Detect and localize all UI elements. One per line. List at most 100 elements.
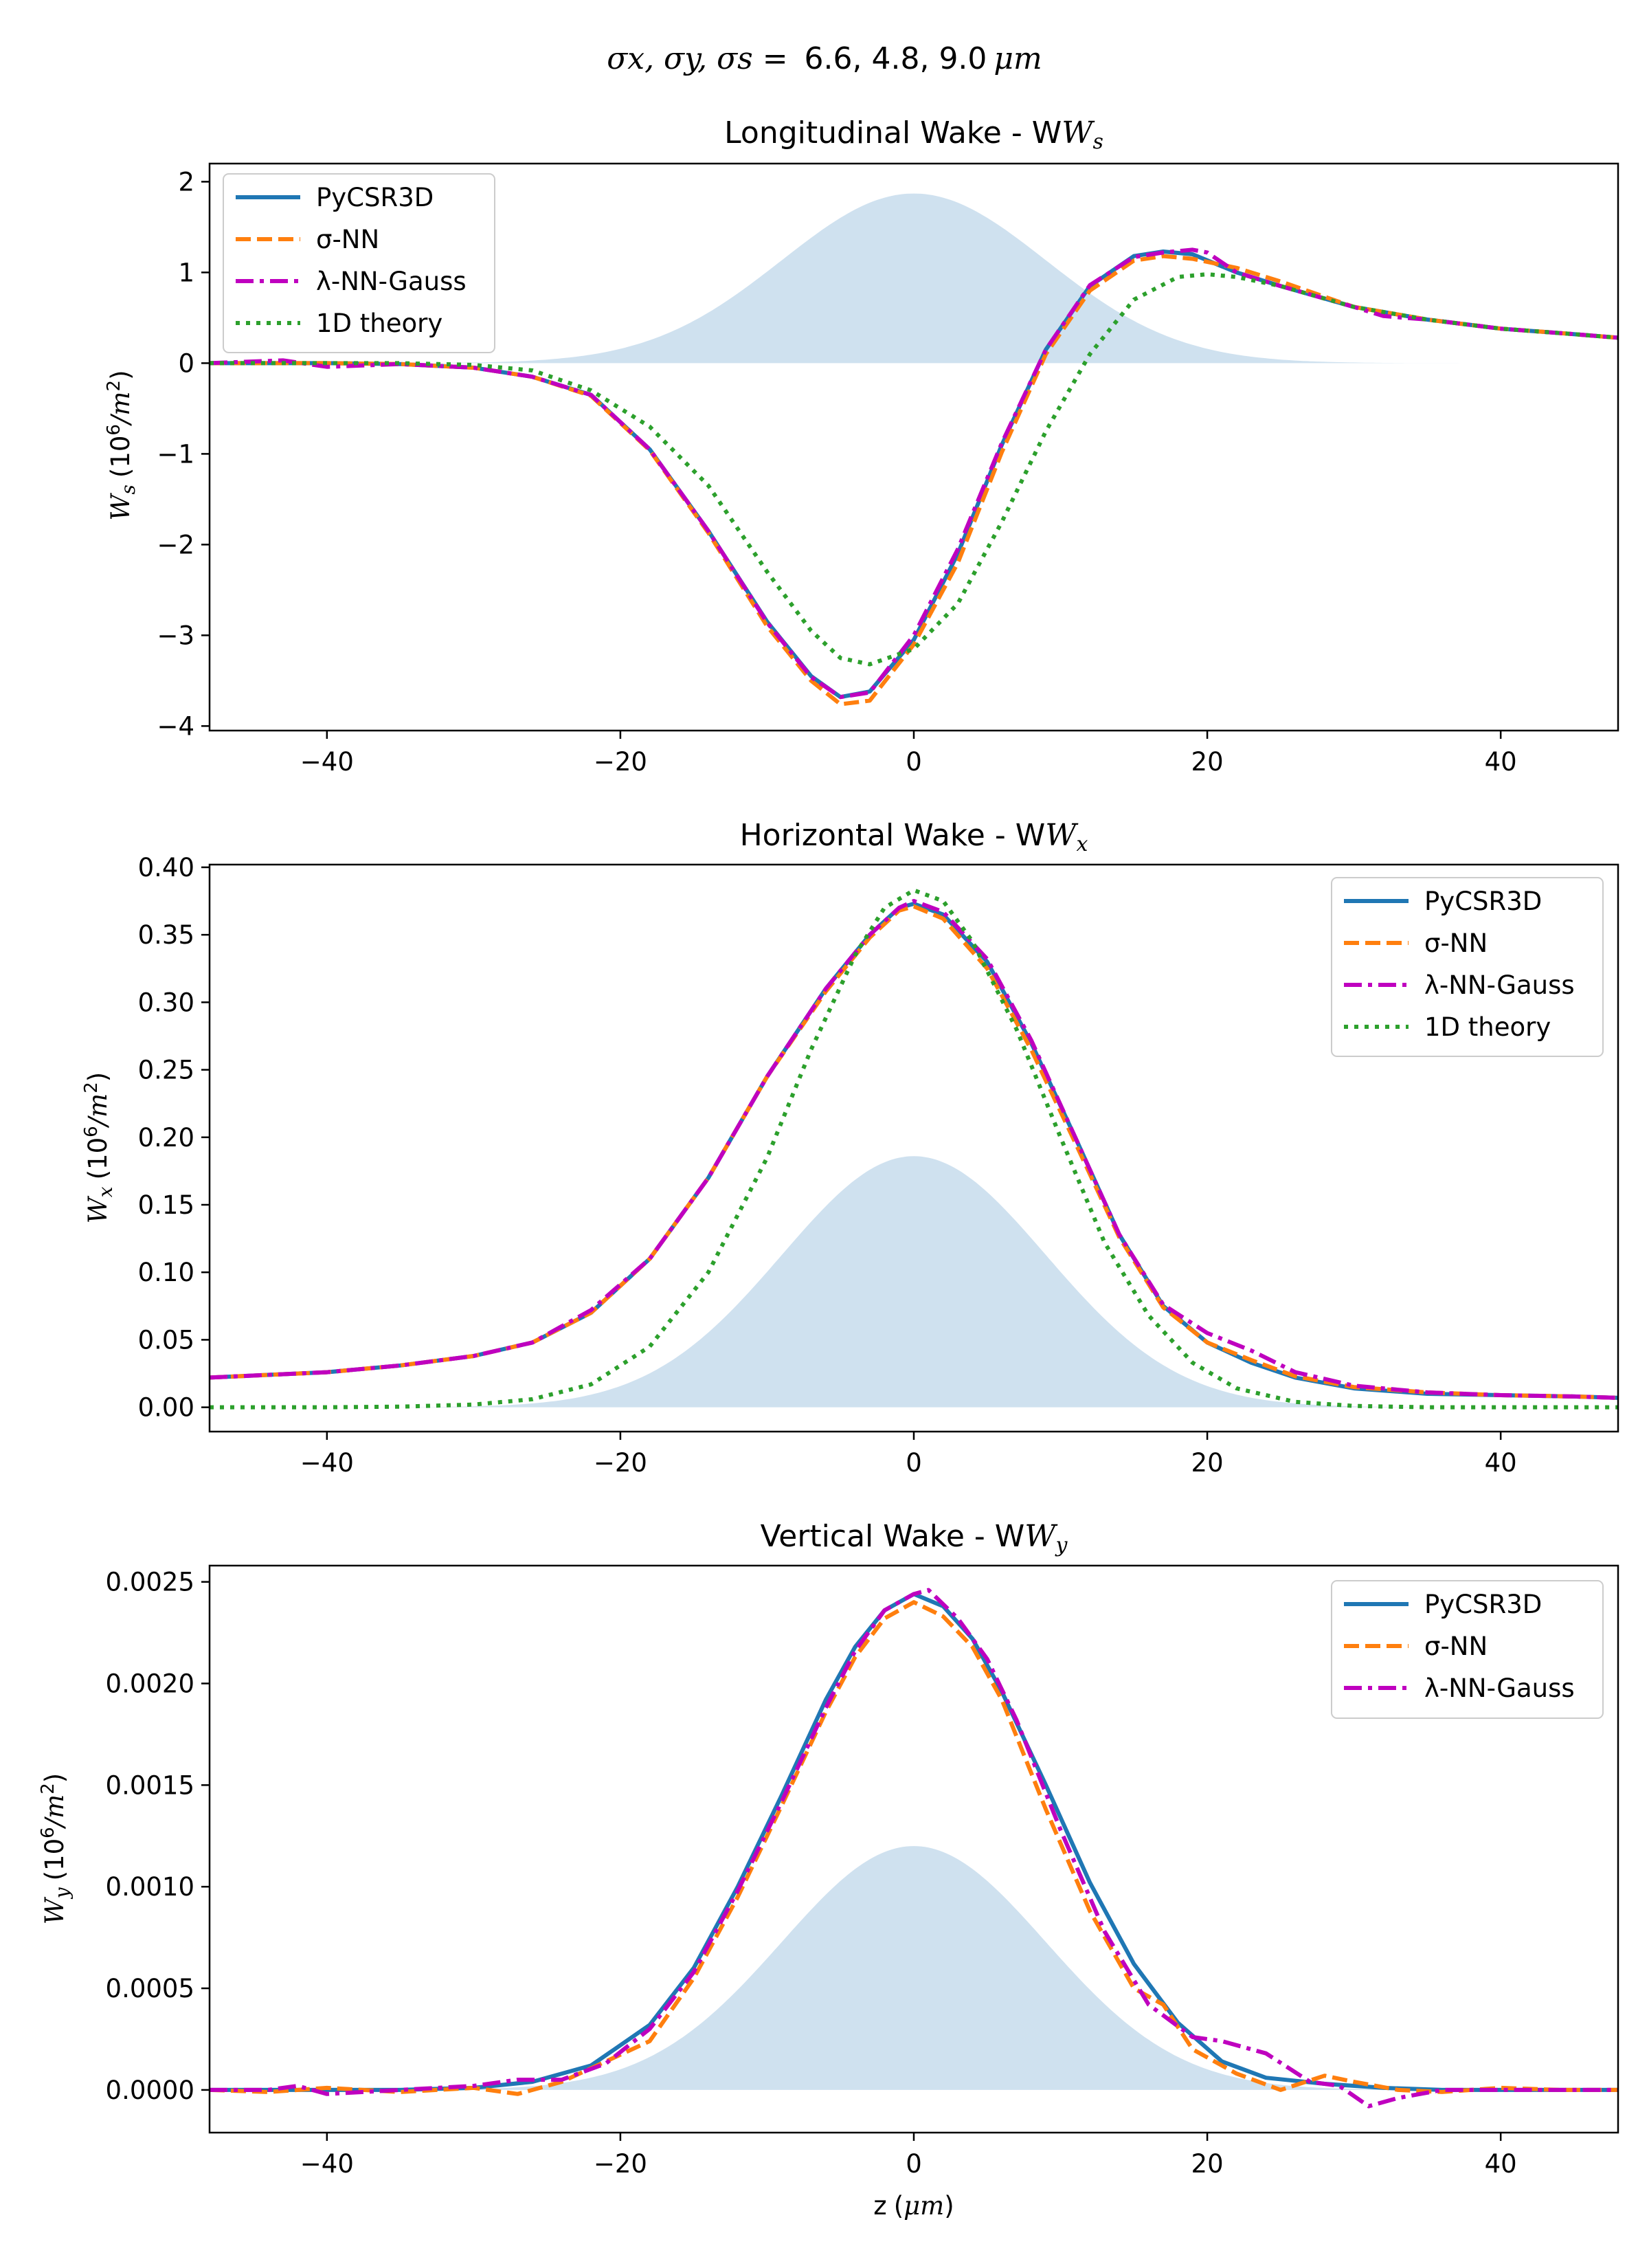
- panel-title: Longitudinal Wake - WWs: [724, 115, 1103, 154]
- x-tick-label: 20: [1191, 747, 1224, 777]
- x-tick-label: −20: [594, 2149, 647, 2179]
- legend-label-pycsr3d: PyCSR3D: [1424, 1590, 1542, 1619]
- legend: PyCSR3D σ-NN λ-NN-Gauss: [1331, 1580, 1604, 1719]
- ylabel-close: ): [106, 370, 135, 379]
- panel-title: Horizontal Wake - WWx: [740, 818, 1088, 856]
- x-tick-label: 0: [906, 1448, 922, 1478]
- figure-title-eq: =: [753, 41, 798, 76]
- legend-frame: [1331, 1580, 1604, 1719]
- legend-label-1d-theory: 1D theory: [1424, 1012, 1551, 1042]
- series-line-nn-gauss: [210, 247, 1618, 700]
- x-tick-label: −20: [594, 1448, 647, 1478]
- plot-area: [210, 888, 1618, 1410]
- ylabel-tail: /m: [83, 1093, 113, 1129]
- y-tick-label: 0.35: [138, 920, 194, 950]
- ylabel-exp: 6: [104, 424, 124, 436]
- panel-title-text: Longitudinal Wake - W: [724, 115, 1062, 151]
- series-line-pycsr3d: [210, 1592, 1618, 2092]
- x-tick-label: 20: [1191, 2149, 1224, 2179]
- y-axis-label: Wy (106/m2): [38, 1773, 74, 1924]
- panel-title: Vertical Wake - WWy: [761, 1519, 1068, 1557]
- y-tick-label: 0.25: [138, 1056, 194, 1085]
- x-tick-label: 40: [1485, 2149, 1517, 2179]
- figure-title-unit: μm: [994, 41, 1042, 76]
- y-tick-label: 0.40: [138, 853, 194, 882]
- figure-title-values: 6.6, 4.8, 9.0: [805, 41, 987, 76]
- ylabel-tail: /m: [40, 1794, 69, 1830]
- legend: PyCSR3D σ-NN λ-NN-Gauss 1D theory: [223, 173, 495, 353]
- ylabel-sub: s: [117, 485, 139, 494]
- y-tick-label: 0.20: [138, 1123, 194, 1153]
- y-tick-label: 2: [178, 167, 194, 197]
- x-tick-label: 40: [1485, 747, 1517, 777]
- figure-title: σx, σy, σs = 6.6, 4.8, 9.0 μm: [607, 41, 1042, 76]
- y-tick-label: 0.05: [138, 1325, 194, 1355]
- x-axis-label: z (μm): [873, 2191, 954, 2221]
- legend-label-lambda-nn-gauss: λ-NN-Gauss: [316, 267, 467, 296]
- series-line-1d-theory: [210, 888, 1618, 1410]
- panel-vertical-wake: Vertical Wake - WWy Wy(106/m2) z (μm) PyC…: [38, 1519, 1619, 2221]
- y-tick-label: 1: [178, 258, 194, 287]
- x-tick-label: −40: [300, 747, 354, 777]
- series-line-nn-gauss: [210, 1588, 1618, 2109]
- series-line-1d-theory: [210, 272, 1618, 667]
- legend-frame: [1331, 877, 1604, 1057]
- y-tick-label: 0: [178, 348, 194, 378]
- y-tick-label: −1: [157, 439, 194, 469]
- panel-title-w: W: [1024, 1519, 1058, 1554]
- y-tick-label: 0.00: [138, 1393, 194, 1423]
- xlabel-open: (: [894, 2191, 904, 2221]
- x-tick-label: −40: [300, 1448, 354, 1478]
- x-tick-label: −40: [300, 2149, 354, 2179]
- ylabel-exp2: 2: [104, 380, 124, 392]
- plot-area: [210, 193, 1618, 707]
- plot-area: [210, 1588, 1618, 2109]
- xlabel-symbol: z: [873, 2191, 886, 2221]
- panel-title-sub: s: [1092, 130, 1103, 154]
- bunch-profile-fill: [210, 193, 1618, 364]
- panel-title-text: Vertical Wake - W: [761, 1519, 1025, 1554]
- panel-title-w: W: [1045, 818, 1079, 853]
- x-tick-label: 0: [906, 747, 922, 777]
- legend-label-sigma-nn: σ-NN: [1424, 1632, 1488, 1661]
- figure-title-symbols: σx, σy, σs: [607, 41, 752, 76]
- ylabel-close: ): [40, 1773, 69, 1783]
- ylabel-exp: 6: [38, 1827, 58, 1838]
- ylabel-unit: (10: [40, 1838, 69, 1881]
- ylabel-exp2: 2: [81, 1082, 102, 1093]
- panel-longitudinal-wake: Longitudinal Wake - WWs Ws(106/m2) PyCSR…: [104, 115, 1619, 777]
- y-tick-label: 0.0015: [106, 1770, 194, 1800]
- x-tick-label: −20: [594, 747, 647, 777]
- y-tick-label: 0.0000: [106, 2076, 194, 2105]
- legend-label-sigma-nn: σ-NN: [1424, 929, 1488, 958]
- legend-label-lambda-nn-gauss: λ-NN-Gauss: [1424, 970, 1575, 1000]
- panel-title-sub: y: [1054, 1533, 1068, 1557]
- ylabel-unit: (10: [106, 436, 135, 478]
- y-tick-label: −3: [157, 621, 194, 650]
- xlabel-unit: μm: [904, 2191, 944, 2221]
- ylabel-exp2: 2: [38, 1783, 58, 1794]
- x-tick-label: 20: [1191, 1448, 1224, 1478]
- y-tick-label: 0.0025: [106, 1568, 194, 1597]
- y-tick-label: 0.0005: [106, 1974, 194, 2003]
- ylabel-sub: x: [94, 1186, 117, 1197]
- y-tick-label: 0.0010: [106, 1872, 194, 1902]
- y-tick-label: 0.30: [138, 988, 194, 1017]
- y-tick-label: 0.10: [138, 1258, 194, 1287]
- series-line-nn-gauss: [210, 899, 1618, 1400]
- legend-label-pycsr3d: PyCSR3D: [1424, 887, 1542, 916]
- ylabel-close: ): [83, 1072, 113, 1082]
- y-tick-label: −4: [157, 711, 194, 741]
- x-tick-label: 40: [1485, 1448, 1517, 1478]
- legend-label-pycsr3d: PyCSR3D: [316, 183, 434, 212]
- legend-label-1d-theory: 1D theory: [316, 309, 442, 338]
- ylabel-symbol: W: [40, 1896, 69, 1924]
- series-line-nn: [210, 1600, 1618, 2096]
- x-tick-label: 0: [906, 2149, 922, 2179]
- legend: PyCSR3D σ-NN λ-NN-Gauss 1D theory: [1331, 877, 1604, 1057]
- y-tick-label: 0.0020: [106, 1669, 194, 1699]
- bunch-profile-fill: [210, 1846, 1618, 2090]
- ylabel-symbol: W: [83, 1195, 113, 1223]
- ylabel-symbol: W: [106, 493, 135, 521]
